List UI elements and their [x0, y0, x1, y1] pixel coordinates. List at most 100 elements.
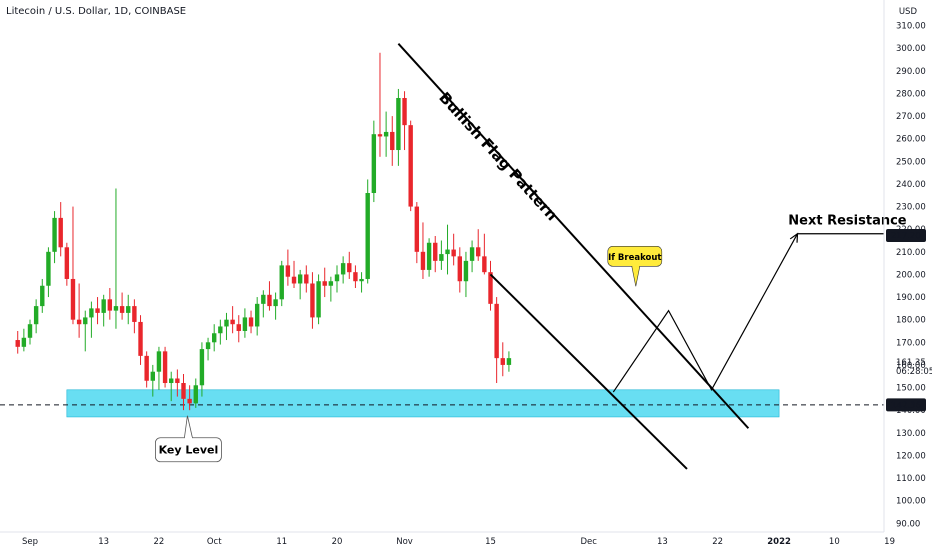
candle [390, 116, 395, 166]
candle [150, 364, 155, 397]
candle [340, 256, 346, 284]
candle-body-up [224, 319, 229, 327]
candle [334, 265, 340, 293]
candle-body-down [304, 274, 309, 284]
candle [451, 233, 456, 266]
candle-body-down [76, 319, 82, 325]
candle [316, 274, 321, 325]
time-tick-label: 15 [485, 537, 496, 547]
candle [408, 120, 413, 212]
candle-body-up [383, 131, 389, 137]
candle-body-down [457, 256, 462, 282]
candle-body-up [113, 306, 119, 311]
candle [212, 324, 217, 352]
candle-body-down [494, 303, 499, 359]
candle [500, 342, 505, 377]
candle [169, 371, 174, 402]
candle-body-up [371, 134, 377, 194]
candle-body-up [445, 249, 450, 255]
candle [144, 351, 149, 388]
candle-body-down [64, 247, 70, 279]
candle-body-up [83, 317, 88, 325]
time-tick-label: 13 [657, 537, 668, 547]
price-tick-label: 290.00 [896, 67, 926, 77]
candle [402, 91, 407, 151]
candle-body-up [52, 217, 57, 252]
candle [445, 224, 450, 275]
price-tick-label: 260.00 [896, 135, 926, 145]
candle-body-down [58, 217, 63, 248]
candle [439, 240, 444, 270]
time-tick-label: Nov [396, 537, 413, 547]
candle [254, 297, 260, 336]
candle-body-down [476, 247, 481, 257]
candle [310, 272, 315, 329]
price-axis[interactable]: 90.00100.00110.00120.00130.00140.00150.0… [883, 0, 932, 532]
price-tick-label: 110.00 [896, 474, 926, 484]
candle [187, 385, 192, 411]
candle [70, 206, 76, 325]
candle [433, 235, 438, 273]
candle-body-down [138, 321, 143, 356]
candle [273, 292, 278, 320]
candle [175, 369, 180, 397]
candle [267, 281, 272, 311]
candle [58, 202, 63, 257]
candle [353, 265, 358, 289]
candle-body-up [101, 299, 106, 313]
candle-body-up [254, 303, 260, 327]
candle [181, 373, 186, 411]
candle-body-down [230, 319, 235, 325]
time-tick-label: 11 [276, 537, 287, 547]
candle-body-up [218, 326, 223, 334]
candle-body-up [169, 378, 174, 384]
price-tick-label: 250.00 [896, 157, 926, 167]
candle-body-down [132, 306, 137, 322]
candle [347, 251, 352, 279]
candle [33, 299, 39, 334]
time-tick-label: Oct [207, 537, 222, 547]
candle [248, 310, 254, 334]
candle [426, 238, 432, 277]
callout-pointer [631, 266, 641, 287]
candle-body-up [316, 281, 321, 318]
time-tick-label: 22 [712, 537, 723, 547]
time-tick-label: Sep [22, 537, 38, 547]
candle-body-up [212, 333, 217, 343]
price-tick-label: 190.00 [896, 293, 926, 303]
candle-body-down [175, 378, 180, 384]
price-tick-label: 210.00 [896, 248, 926, 258]
candle-body-up [40, 285, 45, 307]
candle-body-up [340, 263, 346, 275]
candle-body-up [439, 254, 444, 261]
candle-body-up [242, 317, 248, 331]
candle-body-down [236, 324, 241, 331]
candle-body-down [433, 242, 438, 261]
candle [205, 337, 211, 361]
candle [138, 315, 143, 365]
candle-body-down [451, 249, 456, 257]
candle-body-down [144, 355, 149, 381]
price-tick-label: 150.00 [896, 384, 926, 394]
candle-body-up [205, 342, 211, 350]
candle-body-up [150, 371, 155, 381]
candle [396, 88, 401, 166]
candle [224, 312, 229, 341]
candle-body-down [181, 383, 186, 399]
candle-body-up [334, 274, 340, 282]
candle [15, 330, 20, 354]
candle [95, 297, 100, 325]
candle [27, 319, 33, 345]
candle [242, 308, 248, 338]
price-tick-label: 130.00 [896, 429, 926, 439]
trendlines-layer [397, 43, 884, 470]
candle-body-down [119, 306, 125, 313]
candle [291, 260, 297, 289]
time-tick-label: 10 [829, 537, 840, 547]
candle [76, 283, 82, 338]
candle [126, 294, 131, 325]
time-axis[interactable]: Sep 13 22 Oct 11 20 Nov 15 Dec 13 22 2022 10 19 [0, 531, 895, 547]
candle-body-up [426, 242, 432, 270]
candles-layer [15, 52, 512, 411]
